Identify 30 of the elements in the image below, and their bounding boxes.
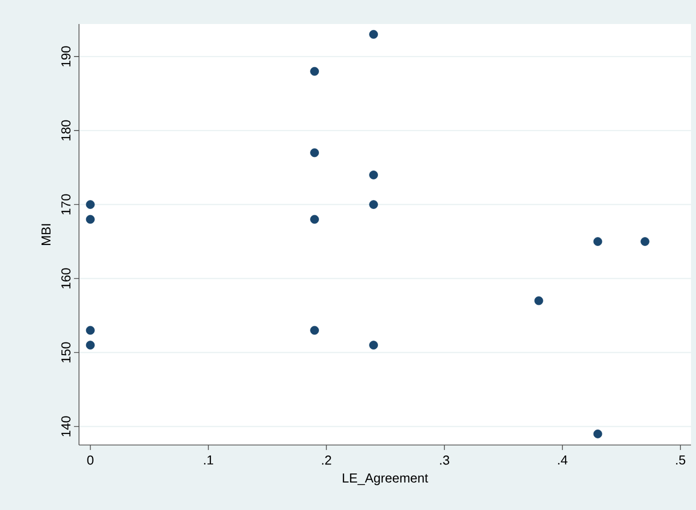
point [86, 326, 95, 335]
x-tick-label: .1 [204, 456, 214, 464]
point [534, 296, 544, 306]
point [310, 66, 319, 76]
point [640, 237, 650, 246]
point [86, 340, 95, 350]
point [369, 200, 378, 209]
y-axis-title: MBI [42, 224, 50, 245]
point [593, 430, 602, 438]
point [86, 200, 95, 209]
y-tick-label: 140 [61, 416, 70, 436]
y-tick-label: 150 [61, 342, 70, 362]
point [86, 214, 95, 224]
x-axis-title: LE_Agreement [342, 474, 428, 486]
point [310, 214, 319, 224]
point [369, 30, 378, 39]
x-tick-label: .3 [440, 456, 450, 465]
x-tick-label: 0 [87, 456, 94, 465]
y-tick-label: 190 [61, 46, 70, 66]
x-tick-label: .4 [558, 456, 568, 464]
point [310, 148, 319, 158]
y-tick-label: 180 [61, 120, 70, 140]
point [369, 170, 378, 180]
y-tick-label: 170 [61, 194, 70, 214]
x-tick-label: .5 [676, 456, 686, 465]
point [310, 326, 319, 335]
x-tick-label: .2 [322, 456, 332, 465]
y-tick-label: 160 [61, 268, 70, 288]
point [369, 340, 378, 350]
point [593, 237, 602, 246]
